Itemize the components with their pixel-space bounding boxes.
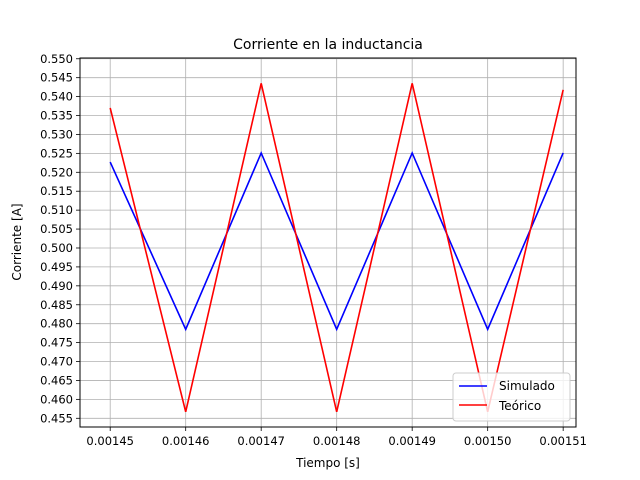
legend-label-teorico: Teórico bbox=[498, 399, 541, 413]
y-tick-label: 0.455 bbox=[40, 411, 73, 425]
y-tick-label: 0.550 bbox=[40, 52, 73, 66]
y-tick-label: 0.495 bbox=[40, 260, 73, 274]
y-tick-label: 0.520 bbox=[40, 165, 73, 179]
plot-frame bbox=[79, 57, 577, 428]
y-tick-label: 0.485 bbox=[40, 298, 73, 312]
y-tick-label: 0.530 bbox=[40, 127, 73, 141]
y-tick-label: 0.525 bbox=[40, 146, 73, 160]
y-tick-label: 0.490 bbox=[40, 279, 73, 293]
y-tick-label: 0.540 bbox=[40, 90, 73, 104]
y-tick-label: 0.510 bbox=[40, 203, 73, 217]
y-tick-label: 0.460 bbox=[40, 392, 73, 406]
legend: Simulado Teórico bbox=[452, 372, 571, 422]
chart-title: Corriente en la inductancia bbox=[233, 37, 423, 53]
x-tick-label: 0.00149 bbox=[388, 434, 436, 448]
x-tick-label: 0.00151 bbox=[539, 434, 587, 448]
x-tick-label: 0.00150 bbox=[464, 434, 512, 448]
y-tick-label: 0.545 bbox=[40, 71, 73, 85]
x-tick-label: 0.00147 bbox=[237, 434, 285, 448]
legend-label-simulado: Simulado bbox=[499, 379, 555, 393]
y-tick-label: 0.465 bbox=[40, 373, 73, 387]
x-axis: 0.00145 0.00146 0.00147 0.00148 0.00149 0.001… bbox=[86, 427, 587, 448]
y-tick-label: 0.475 bbox=[40, 336, 73, 350]
y-tick-label: 0.535 bbox=[40, 109, 73, 123]
x-axis-label: Tiempo [s] bbox=[295, 456, 360, 470]
x-tick-label: 0.00146 bbox=[162, 434, 210, 448]
y-axis: 0.455 0.460 0.465 0.470 0.475 0.480 0.485 0.490… bbox=[40, 52, 80, 425]
x-tick-label: 0.00145 bbox=[86, 434, 134, 448]
series-line-simulado bbox=[109, 150, 564, 332]
x-tick-label: 0.00148 bbox=[313, 434, 361, 448]
y-tick-label: 0.470 bbox=[40, 355, 73, 369]
y-tick-label: 0.480 bbox=[40, 317, 73, 331]
y-tick-label: 0.515 bbox=[40, 184, 73, 198]
y-tick-label: 0.505 bbox=[40, 222, 73, 236]
legend-box bbox=[452, 372, 571, 422]
grid bbox=[80, 58, 576, 427]
y-axis-label: Corriente [A] bbox=[10, 203, 24, 280]
y-tick-label: 0.500 bbox=[40, 241, 73, 255]
